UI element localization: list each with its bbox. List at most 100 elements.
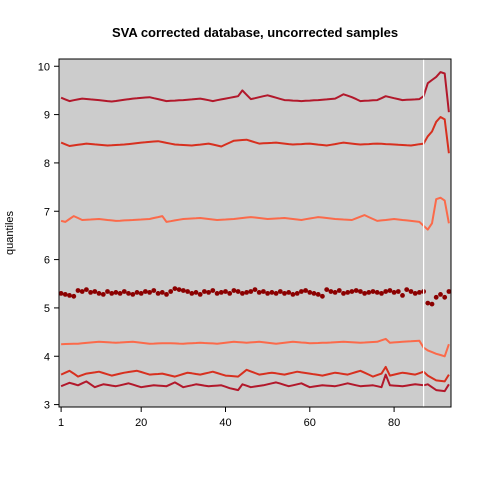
median-point	[71, 293, 77, 299]
median-point	[387, 288, 393, 293]
median-point	[96, 291, 102, 296]
series-layer	[58, 71, 452, 393]
median-point	[269, 290, 275, 295]
median-point	[109, 291, 115, 296]
median-point	[126, 291, 131, 296]
chart-title: SVA corrected database, uncorrected samp…	[112, 25, 398, 40]
median-point	[58, 291, 64, 296]
median-point	[391, 290, 397, 295]
median-point	[164, 292, 169, 297]
median-point	[117, 291, 123, 296]
median-point	[442, 294, 448, 300]
median-point	[143, 289, 148, 294]
median-point	[121, 289, 127, 294]
median-point	[433, 294, 439, 300]
quantile-line-4	[61, 337, 450, 358]
median-point	[202, 289, 207, 294]
median-point	[227, 291, 233, 296]
median-point	[75, 288, 81, 293]
quantile-line-6	[60, 373, 450, 393]
plot-frame	[58, 58, 452, 408]
median-point	[345, 290, 351, 295]
y-tick-label: 5	[44, 303, 50, 315]
median-point	[244, 290, 250, 295]
median-point	[286, 290, 292, 295]
median-point	[299, 289, 304, 294]
median-point	[218, 290, 224, 295]
median-point	[349, 289, 355, 294]
y-tick-label: 7	[44, 206, 50, 218]
median-point	[320, 293, 325, 299]
median-point	[235, 289, 241, 294]
median-point	[176, 287, 182, 292]
median-point	[277, 289, 283, 294]
y-tick-label: 10	[38, 61, 50, 73]
median-point	[79, 289, 85, 294]
median-point	[303, 288, 308, 293]
median-point	[429, 301, 435, 307]
median-point	[185, 289, 191, 294]
median-point	[62, 292, 68, 297]
median-point	[92, 289, 98, 294]
median-point	[206, 290, 212, 295]
median-point	[282, 291, 287, 296]
median-point	[294, 291, 300, 296]
median-point	[328, 289, 334, 294]
median-point	[231, 288, 237, 293]
median-point	[223, 289, 228, 294]
median-point	[425, 300, 431, 306]
median-point	[172, 286, 178, 291]
median-point	[240, 291, 245, 296]
y-tick-label: 4	[44, 351, 50, 363]
median-point	[189, 291, 195, 296]
x-tick-label: 20	[135, 417, 147, 429]
median-point	[151, 288, 157, 293]
median-point	[417, 290, 422, 295]
median-point	[252, 287, 258, 292]
median-point	[273, 291, 279, 296]
median-point	[105, 289, 110, 294]
series-points-3	[58, 286, 452, 307]
y-tick-label: 9	[44, 110, 50, 122]
median-point	[408, 289, 414, 294]
y-axis: 3 4 5 6 7 8 9 10	[38, 61, 59, 412]
median-point	[100, 292, 106, 297]
x-tick-label: 1	[58, 417, 64, 429]
median-point	[446, 289, 452, 294]
median-point	[383, 289, 389, 294]
median-point	[341, 291, 346, 296]
median-point	[147, 290, 153, 295]
median-point	[159, 290, 165, 295]
median-point	[358, 289, 363, 294]
median-point	[168, 289, 174, 294]
median-point	[438, 292, 443, 297]
median-point	[290, 292, 296, 297]
median-point	[324, 287, 330, 292]
x-tick-label: 80	[388, 417, 400, 429]
quantile-line-0	[60, 71, 450, 113]
median-point	[412, 291, 418, 296]
median-point	[370, 289, 376, 294]
median-point	[374, 290, 380, 295]
median-point	[180, 288, 186, 293]
y-tick-label: 6	[44, 255, 50, 267]
median-point	[138, 291, 144, 296]
x-tick-label: 40	[219, 417, 231, 429]
median-point	[248, 289, 254, 294]
median-point	[265, 291, 270, 296]
median-point	[113, 290, 119, 295]
median-point	[193, 290, 199, 295]
median-point	[155, 291, 161, 296]
median-point	[362, 291, 367, 296]
median-point	[214, 291, 220, 296]
x-axis: 1 20 40 60 80	[58, 407, 400, 429]
median-point	[311, 291, 317, 296]
quantile-line-5	[60, 365, 450, 383]
median-point	[404, 287, 410, 292]
median-point	[379, 291, 384, 296]
quantile-line-2	[60, 196, 450, 231]
median-point	[261, 289, 266, 294]
median-point	[67, 293, 72, 298]
median-point	[400, 293, 405, 298]
